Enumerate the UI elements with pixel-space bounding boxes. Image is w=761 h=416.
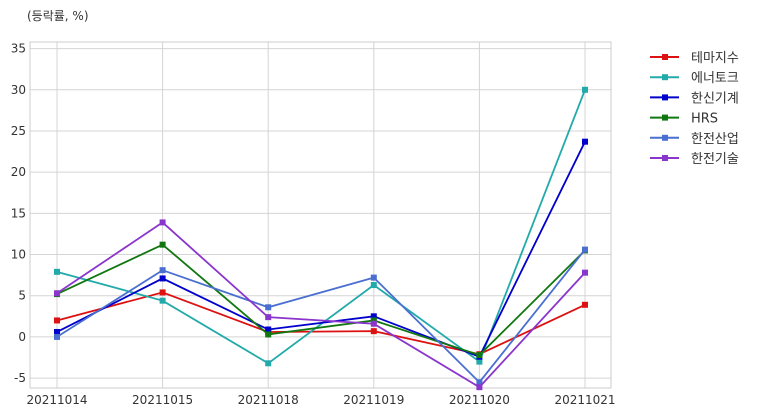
data-point (476, 358, 483, 365)
data-point (476, 379, 483, 386)
y-tick-label: 20 (11, 165, 26, 179)
legend-label: 한전기술 (691, 152, 739, 167)
x-tick-label: 20211018 (238, 393, 299, 407)
legend-item: 한전기술 (650, 152, 739, 167)
data-point (370, 274, 377, 281)
legend-swatch-marker (662, 54, 668, 60)
legend-swatch-marker (662, 74, 668, 81)
series-group (54, 86, 588, 391)
y-tick-label: -5 (14, 371, 26, 385)
data-point (159, 219, 166, 226)
legend-swatch-marker (662, 134, 668, 141)
series-line (56, 89, 586, 365)
legend-label: 에너토크 (691, 71, 739, 86)
data-point (582, 301, 588, 308)
series-한전산업 (54, 246, 588, 386)
y-tick-label: 30 (11, 83, 26, 97)
data-point (582, 246, 588, 253)
data-point (265, 314, 272, 321)
x-tick-label: 20211020 (449, 393, 510, 407)
data-point (159, 297, 166, 304)
data-point (582, 138, 588, 145)
legend-item: 한신기계 (650, 91, 739, 106)
series-line (56, 243, 586, 357)
series-line (56, 141, 586, 358)
data-point (370, 313, 377, 320)
legend-item: 에너토크 (650, 71, 739, 86)
data-point (265, 326, 272, 333)
data-point (370, 317, 377, 324)
y-tick-label: 25 (11, 124, 26, 138)
data-point (54, 317, 60, 324)
series-line (56, 291, 586, 356)
data-point (582, 86, 588, 93)
grid (30, 42, 611, 388)
legend-label: HRS (691, 112, 718, 127)
data-point (54, 328, 60, 335)
data-point (159, 275, 166, 282)
data-point (265, 331, 272, 338)
y-tick-label: 15 (11, 206, 26, 220)
y-tick-label: 5 (18, 289, 26, 303)
data-point (54, 333, 60, 340)
x-tick-label: 20211021 (554, 393, 615, 407)
legend-item: 한전산업 (650, 132, 739, 147)
legend-swatch-marker (662, 94, 668, 101)
legend-swatch-marker (662, 114, 668, 121)
x-tick-label: 20211019 (343, 393, 404, 407)
legend-item: HRS (650, 112, 718, 127)
data-point (54, 290, 60, 297)
data-point (370, 282, 377, 289)
data-point (370, 320, 377, 327)
data-point (370, 328, 377, 335)
legend-label: 한전산업 (691, 132, 739, 147)
y-tick-label: 10 (11, 248, 26, 262)
legend-item: 테마지수 (650, 51, 739, 66)
y-axis-label: (등락률, %) (27, 9, 89, 23)
y-tick-label: 35 (11, 42, 26, 56)
series-한전기술 (54, 219, 588, 391)
y-tick-label: 0 (18, 330, 26, 344)
x-tick-label: 20211015 (132, 393, 193, 407)
data-point (159, 241, 166, 248)
plot-area (29, 41, 612, 389)
data-point (54, 268, 60, 275)
data-point (265, 360, 272, 367)
legend-label: 한신기계 (691, 91, 739, 106)
series-line (56, 221, 586, 389)
legend-swatch-marker (662, 155, 668, 161)
series-에너토크 (54, 86, 588, 367)
legend-label: 테마지수 (691, 51, 739, 66)
x-axis-ticks: 20211014 20211015 20211018 20211019 20211020… (26, 393, 615, 407)
data-point (159, 289, 166, 296)
y-axis-ticks: -5 0 5 10 15 20 25 30 35 (11, 42, 26, 386)
data-point (582, 269, 588, 276)
data-point (476, 352, 483, 359)
data-point (476, 384, 483, 391)
data-point (265, 304, 272, 311)
data-point (159, 267, 166, 274)
x-tick-label: 20211014 (26, 393, 87, 407)
series-line (56, 249, 586, 384)
